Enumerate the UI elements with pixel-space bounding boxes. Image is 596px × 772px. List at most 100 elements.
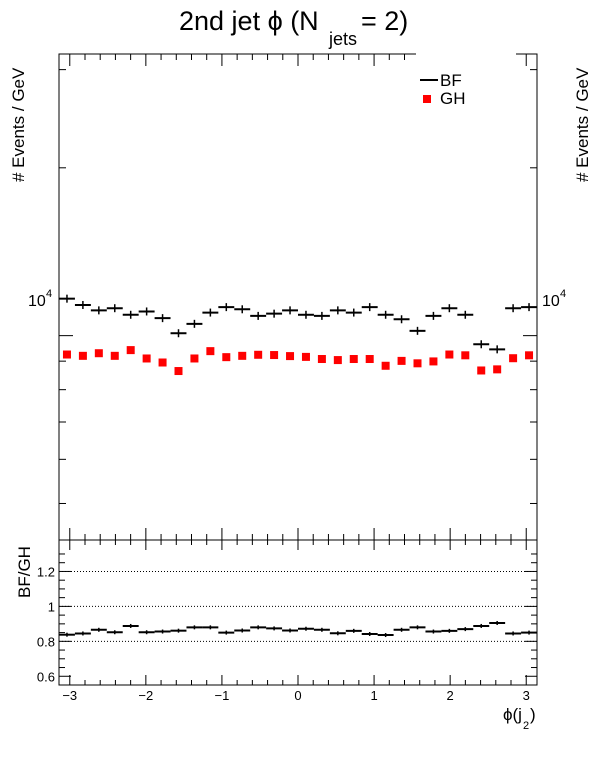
bf-point — [298, 310, 314, 319]
legend: BF GH — [416, 52, 516, 112]
gh-point — [365, 355, 374, 364]
ratio-point — [202, 625, 219, 630]
bf-point — [505, 304, 522, 313]
ratio-point — [409, 625, 426, 630]
gh-point — [509, 354, 518, 363]
gh-point — [493, 365, 502, 374]
ratio-point — [234, 628, 251, 633]
bf-point — [393, 315, 410, 324]
ratio-point — [425, 629, 442, 634]
bf-point — [489, 345, 506, 354]
bf-point — [74, 300, 91, 309]
gh-point — [301, 352, 310, 361]
x-axis-label: ϕ(j 2 ) — [503, 705, 536, 732]
gh-point — [477, 366, 486, 375]
bf-point — [170, 329, 187, 338]
bf-point — [250, 311, 267, 320]
chart-title-main: 2nd jet ϕ (N — [179, 6, 319, 36]
ratio-point — [345, 628, 362, 633]
gh-point — [110, 351, 119, 360]
bf-point — [457, 310, 474, 319]
ratio-point — [313, 627, 330, 632]
legend-bf-label: BF — [440, 71, 462, 90]
legend-background — [416, 52, 516, 112]
bf-point — [234, 305, 251, 314]
ratio-point — [329, 631, 346, 636]
gh-point — [142, 354, 151, 363]
ratio-point — [74, 631, 91, 636]
chart-title: 2nd jet ϕ (N jets = 2) — [179, 6, 408, 49]
x-tick-labels: −3 −2 −1 0 1 2 3 — [62, 688, 529, 703]
ratio-point — [377, 633, 394, 638]
ratio-point — [186, 625, 203, 630]
right-y-axis-label: # Events / GeV — [573, 67, 592, 182]
ratio-y-tick-label: 0.6 — [37, 669, 55, 684]
bf-point — [361, 303, 378, 312]
ratio-y-tick-label: 1 — [48, 599, 55, 614]
ratio-point — [170, 628, 187, 633]
gh-point — [190, 354, 199, 363]
bf-point — [90, 306, 107, 315]
bf-point — [329, 306, 346, 315]
ratio-point — [298, 626, 314, 631]
gh-point — [317, 355, 326, 364]
ratio-y-tick-label: 0.8 — [37, 634, 55, 649]
x-axis-label-subscript: 2 — [523, 720, 529, 732]
x-tick-label: 3 — [523, 688, 530, 703]
bf-point — [521, 303, 537, 312]
bf-point — [202, 308, 219, 317]
gh-point — [62, 350, 71, 359]
ratio-point — [122, 623, 139, 628]
gh-point — [78, 351, 87, 360]
gh-point — [333, 356, 342, 365]
bf-point — [266, 309, 283, 318]
ratio-y-axis-label: BF/GH — [15, 546, 34, 598]
x-tick-label: −3 — [62, 688, 77, 703]
bf-point — [106, 304, 123, 313]
upper-y-axis-label: # Events / GeV — [9, 67, 28, 182]
bf-point — [154, 314, 171, 323]
ratio-point — [90, 627, 107, 632]
ratio-point — [266, 626, 283, 631]
ratio-point — [457, 627, 474, 632]
gh-point — [222, 353, 231, 362]
gh-point — [206, 347, 215, 356]
bf-point — [425, 311, 442, 320]
bf-point — [186, 319, 203, 328]
gh-point — [94, 349, 103, 358]
ratio-point — [521, 630, 537, 635]
chart-title-tail: = 2) — [361, 6, 408, 36]
upper-y-tick-label-exp: 4 — [46, 288, 52, 300]
chart-title-subscript: jets — [328, 29, 357, 49]
ratio-data-marks — [59, 620, 537, 638]
x-tick-label: −2 — [138, 688, 153, 703]
ratio-point — [393, 627, 410, 632]
ratio-y-tick-label: 1.2 — [37, 564, 55, 579]
upper-data-marks — [59, 294, 537, 376]
x-tick-label: 1 — [370, 688, 377, 703]
lower-axis-ticks — [59, 540, 537, 685]
ratio-point — [154, 629, 171, 634]
legend-gh-label: GH — [440, 89, 466, 108]
lower-plot-frame — [58, 539, 538, 686]
gh-point — [525, 351, 534, 360]
ratio-point — [106, 630, 123, 635]
gh-point — [174, 367, 183, 376]
ratio-point — [441, 628, 458, 633]
ratio-point — [138, 630, 155, 635]
upper-y-tick-label-base: 10 — [28, 293, 46, 310]
ratio-y-tick-labels: 0.6 0.8 1 1.2 — [37, 564, 55, 684]
upper-y-tick-label: 10 4 — [28, 288, 52, 310]
gh-point — [286, 352, 295, 361]
bf-point — [122, 310, 139, 319]
legend-gh-marker — [423, 95, 431, 103]
gh-point — [349, 355, 358, 364]
ratio-point — [59, 632, 75, 637]
upper-plot-frame — [58, 53, 538, 541]
x-tick-label: 2 — [447, 688, 454, 703]
bf-point — [441, 304, 458, 313]
ratio-point — [282, 628, 298, 633]
gh-point — [429, 357, 438, 366]
gh-point — [381, 361, 390, 370]
